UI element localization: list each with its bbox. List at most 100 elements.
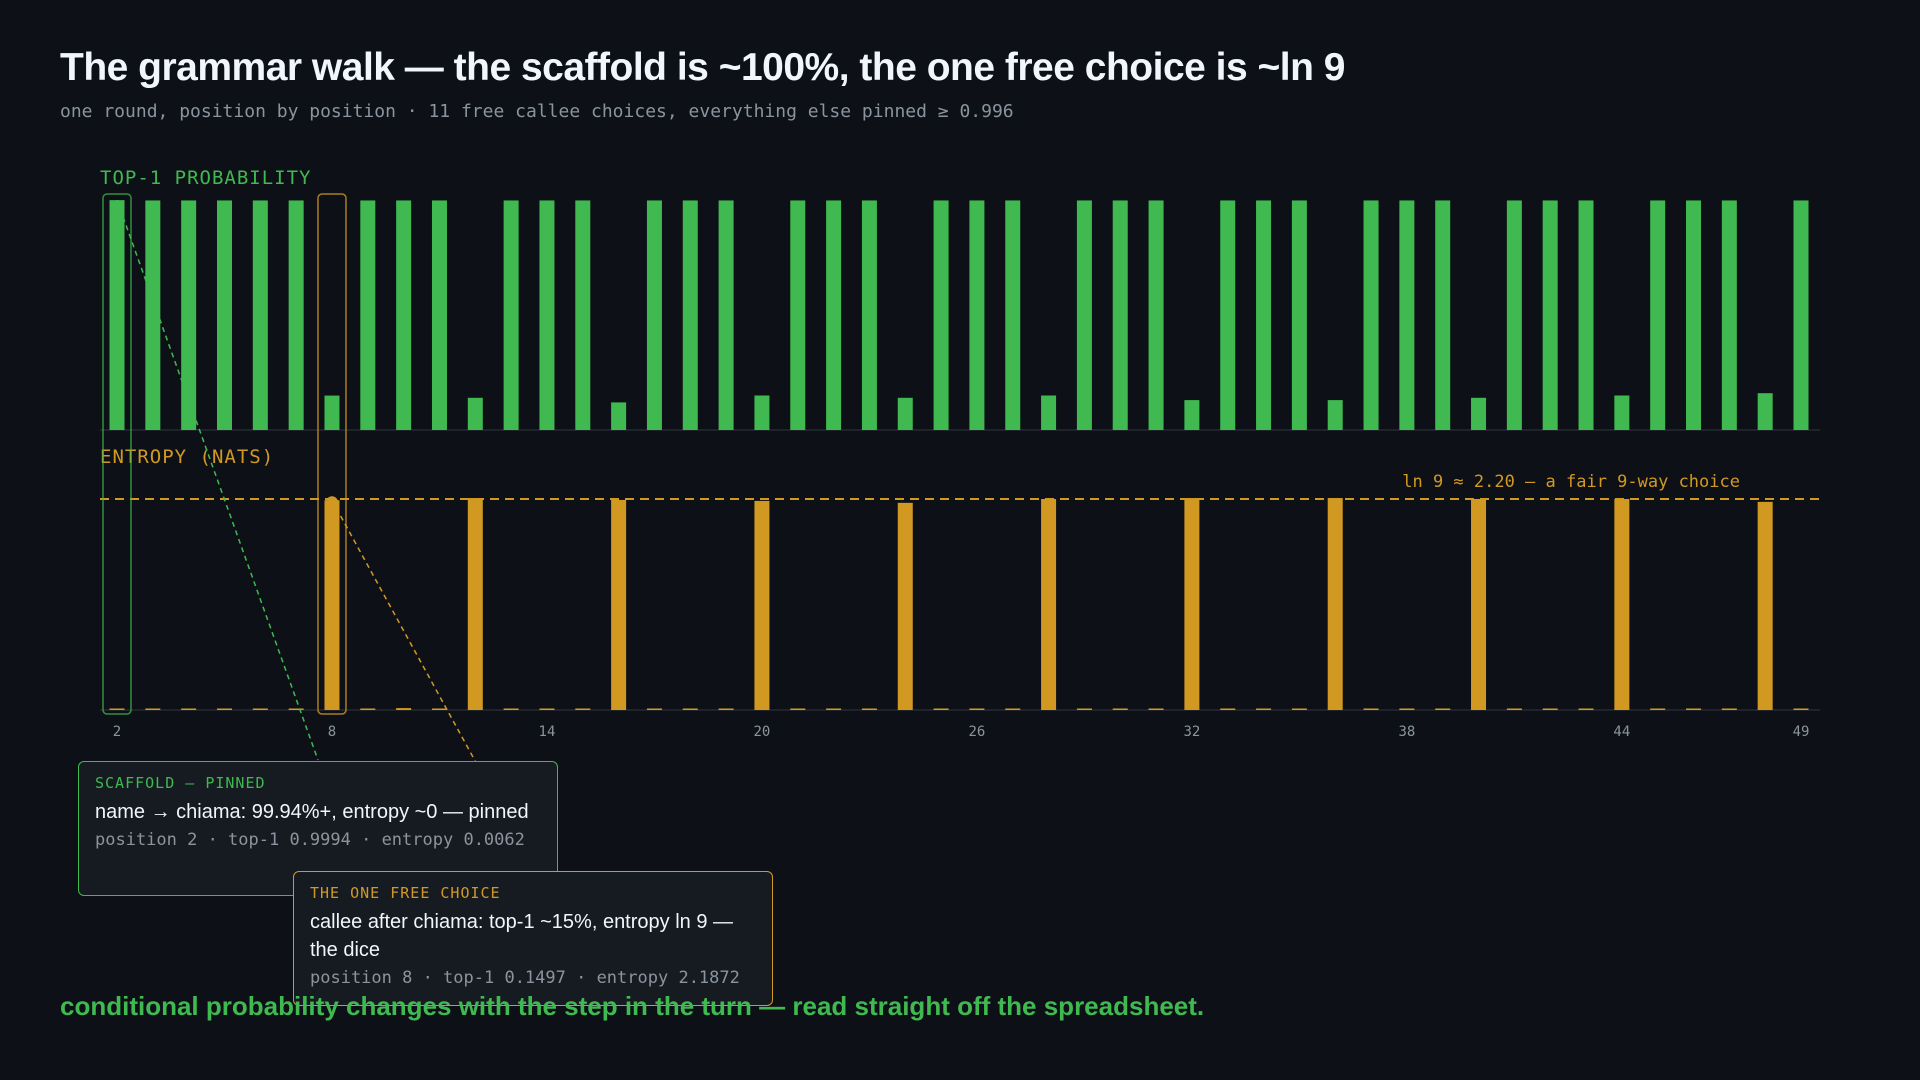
entropy-bar bbox=[646, 708, 662, 710]
entropy-bar bbox=[933, 708, 949, 710]
entropy-bar bbox=[1578, 708, 1594, 710]
entropy-bar bbox=[181, 708, 197, 710]
entropy-bar bbox=[1256, 708, 1272, 710]
x-tick-label: 38 bbox=[1398, 724, 1415, 740]
x-tick-label: 49 bbox=[1793, 724, 1810, 740]
entropy-bar bbox=[503, 708, 519, 710]
top1-bar bbox=[503, 200, 519, 430]
scaffold-annotation-kicker: SCAFFOLD — PINNED bbox=[95, 774, 266, 792]
top1-bar bbox=[861, 200, 877, 430]
x-tick-label: 32 bbox=[1183, 724, 1200, 740]
top1-bar bbox=[1757, 393, 1773, 430]
top1-bar bbox=[109, 200, 125, 430]
top1-panel-title: TOP-1 PROBABILITY bbox=[100, 167, 311, 189]
entropy-bar bbox=[1399, 708, 1415, 710]
free-choice-annotation: THE ONE FREE CHOICE callee after chiama:… bbox=[293, 871, 773, 1006]
top1-bar bbox=[252, 200, 268, 430]
top1-bar bbox=[1076, 200, 1092, 430]
entropy-bar bbox=[1506, 708, 1522, 710]
top1-bar bbox=[969, 200, 985, 430]
top1-bar bbox=[1256, 200, 1272, 430]
entropy-bar bbox=[252, 708, 268, 710]
entropy-bar bbox=[109, 708, 125, 710]
entropy-bar bbox=[1327, 498, 1343, 710]
top1-bar bbox=[754, 395, 770, 430]
entropy-bar bbox=[539, 708, 555, 710]
top1-bar bbox=[360, 200, 376, 430]
x-tick-label: 14 bbox=[539, 724, 556, 740]
top1-bar bbox=[181, 200, 197, 430]
entropy-bar bbox=[1471, 499, 1487, 710]
top1-bar bbox=[1363, 200, 1379, 430]
top1-bar bbox=[1614, 395, 1630, 430]
entropy-bar bbox=[1112, 708, 1128, 710]
entropy-bar bbox=[1291, 708, 1307, 710]
scaffold-highlight-box bbox=[102, 193, 132, 715]
top1-bar bbox=[431, 200, 447, 430]
top1-bar bbox=[539, 200, 555, 430]
top1-bar bbox=[1148, 200, 1164, 430]
page-subtitle: one round, position by position · 11 fre… bbox=[60, 101, 1014, 122]
scaffold-annotation-body: name → chiama: 99.94%+, entropy ~0 — pin… bbox=[95, 801, 529, 823]
top1-bar bbox=[611, 402, 627, 430]
top1-bar bbox=[467, 397, 483, 430]
top1-bar bbox=[1041, 395, 1057, 430]
entropy-bar bbox=[1184, 498, 1200, 710]
entropy-bar bbox=[790, 708, 806, 710]
free-choice-annotation-kicker: THE ONE FREE CHOICE bbox=[310, 884, 501, 902]
free-choice-annotation-meta: position 8 · top-1 0.1497 · entropy 2.18… bbox=[310, 968, 740, 988]
top1-bar bbox=[1435, 200, 1451, 430]
top1-bar bbox=[1506, 200, 1522, 430]
entropy-bar bbox=[1220, 708, 1236, 710]
entropy-bar bbox=[1542, 708, 1558, 710]
entropy-bar bbox=[1614, 499, 1630, 710]
entropy-bar bbox=[1721, 708, 1737, 710]
entropy-bar bbox=[1363, 708, 1379, 710]
entropy-bar bbox=[431, 708, 447, 710]
top1-bar bbox=[1471, 397, 1487, 430]
top1-bar bbox=[1220, 200, 1236, 430]
entropy-bar bbox=[611, 499, 627, 710]
top1-bar bbox=[1650, 200, 1666, 430]
top1-bar bbox=[718, 200, 734, 430]
top1-bar bbox=[1578, 200, 1594, 430]
top1-bar bbox=[790, 200, 806, 430]
x-tick-label: 44 bbox=[1613, 724, 1630, 740]
entropy-bar bbox=[1041, 499, 1057, 710]
top1-bar bbox=[145, 200, 161, 430]
top1-bar bbox=[1184, 400, 1200, 430]
x-tick-label: 8 bbox=[328, 724, 336, 740]
x-tick-label: 2 bbox=[113, 724, 121, 740]
entropy-bar bbox=[288, 708, 304, 710]
top1-bar bbox=[1291, 200, 1307, 430]
entropy-bar bbox=[1757, 501, 1773, 710]
top1-bar bbox=[826, 200, 842, 430]
entropy-bar bbox=[1076, 708, 1092, 710]
top1-bar bbox=[575, 200, 591, 430]
top1-bar bbox=[646, 200, 662, 430]
entropy-bar bbox=[1005, 708, 1021, 710]
entropy-bar bbox=[216, 708, 232, 710]
entropy-bar bbox=[145, 708, 161, 710]
top1-bar bbox=[1542, 200, 1558, 430]
top1-bar bbox=[1327, 400, 1343, 430]
top1-bar bbox=[1005, 200, 1021, 430]
entropy-bar bbox=[324, 500, 340, 710]
entropy-bar bbox=[861, 708, 877, 710]
scaffold-annotation-meta: position 2 · top-1 0.9994 · entropy 0.00… bbox=[95, 830, 525, 850]
top1-bar bbox=[933, 200, 949, 430]
top1-bar bbox=[682, 200, 698, 430]
entropy-bar bbox=[360, 708, 376, 710]
entropy-bar bbox=[1435, 708, 1451, 710]
scaffold-leader-dot bbox=[111, 200, 123, 213]
top1-bar bbox=[324, 395, 340, 430]
entropy-bar bbox=[1148, 708, 1164, 710]
entropy-bar bbox=[754, 500, 770, 710]
entropy-bar bbox=[575, 708, 591, 710]
entropy-bar bbox=[718, 708, 734, 710]
top1-bar bbox=[288, 200, 304, 430]
entropy-bar bbox=[1686, 708, 1702, 710]
free-choice-highlight-box bbox=[317, 193, 347, 715]
ln9-reference-label: ln 9 ≈ 2.20 — a fair 9-way choice bbox=[1402, 472, 1740, 492]
